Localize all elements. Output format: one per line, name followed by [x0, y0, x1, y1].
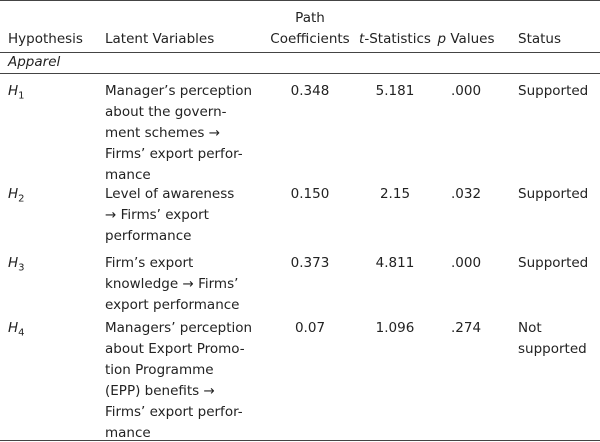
latent-variables: Firm’s export — [105, 255, 194, 271]
latent-variables: tion Programme — [105, 362, 214, 378]
latent-variables: Firms’ export perfor- — [105, 404, 243, 420]
status: supported — [518, 341, 587, 357]
column-header: Latent Variables — [105, 31, 215, 47]
hypothesis-index: 4 — [18, 327, 25, 339]
hypothesis: H2 — [8, 184, 25, 210]
bottom-rule — [0, 440, 600, 441]
p-value: .032 — [450, 186, 482, 202]
p-value: .274 — [450, 320, 482, 336]
path-coefficient: 0.150 — [290, 186, 330, 202]
path-coefficient: 0.07 — [294, 320, 326, 336]
header-rule — [0, 52, 600, 53]
latent-variables: performance — [105, 228, 192, 244]
latent-variables: knowledge → Firms’ — [105, 276, 239, 292]
p-value: .000 — [450, 83, 482, 99]
hypothesis: H4 — [8, 318, 25, 344]
section-rule — [0, 73, 600, 74]
latent-variables: Level of awareness — [105, 186, 235, 202]
t-statistic: 1.096 — [375, 320, 415, 336]
t-statistic: 5.181 — [375, 83, 415, 99]
latent-variables: Managers’ perception — [105, 320, 253, 336]
latent-variables: about Export Promo- — [105, 341, 245, 357]
hypothesis-index: 1 — [18, 90, 25, 102]
latent-variables: mance — [105, 167, 151, 183]
column-header: p Values — [406, 29, 526, 50]
column-header: Status — [518, 31, 562, 47]
latent-variables: about the govern- — [105, 104, 227, 120]
column-header: Path — [295, 10, 325, 26]
status: Not — [518, 320, 542, 336]
latent-variables: → Firms’ export — [105, 207, 209, 223]
column-header: Hypothesis — [8, 31, 83, 47]
hypothesis: H1 — [8, 81, 25, 107]
hypothesis-index: 3 — [18, 262, 25, 274]
latent-variables: (EPP) benefits → — [105, 383, 215, 399]
status: Supported — [518, 186, 589, 202]
latent-variables: Manager’s perception — [105, 83, 253, 99]
hypothesis: H3 — [8, 253, 25, 279]
latent-variables: Firms’ export perfor- — [105, 146, 243, 162]
p-value: .000 — [450, 255, 482, 271]
top-rule — [0, 0, 600, 1]
header-text: -Statistics — [364, 31, 431, 47]
path-coefficient: 0.373 — [290, 255, 330, 271]
path-coefficient: 0.348 — [290, 83, 330, 99]
hypothesis-index: 2 — [18, 193, 25, 205]
column-header: t-Statistics — [335, 29, 455, 50]
status: Supported — [518, 255, 589, 271]
section-label: Apparel — [8, 54, 61, 70]
header-italic: p — [437, 31, 447, 47]
hypothesis-symbol: H — [8, 186, 19, 202]
column-header: Coefficients — [270, 31, 350, 47]
latent-variables: mance — [105, 425, 151, 441]
latent-variables: export performance — [105, 297, 240, 313]
header-italic: t — [359, 31, 365, 47]
t-statistic: 2.15 — [379, 186, 411, 202]
hypothesis-symbol: H — [8, 83, 19, 99]
status: Supported — [518, 83, 589, 99]
latent-variables: ment schemes → — [105, 125, 221, 141]
t-statistic: 4.811 — [375, 255, 415, 271]
hypothesis-symbol: H — [8, 255, 19, 271]
hypothesis-symbol: H — [8, 320, 19, 336]
header-text: Values — [446, 31, 495, 47]
